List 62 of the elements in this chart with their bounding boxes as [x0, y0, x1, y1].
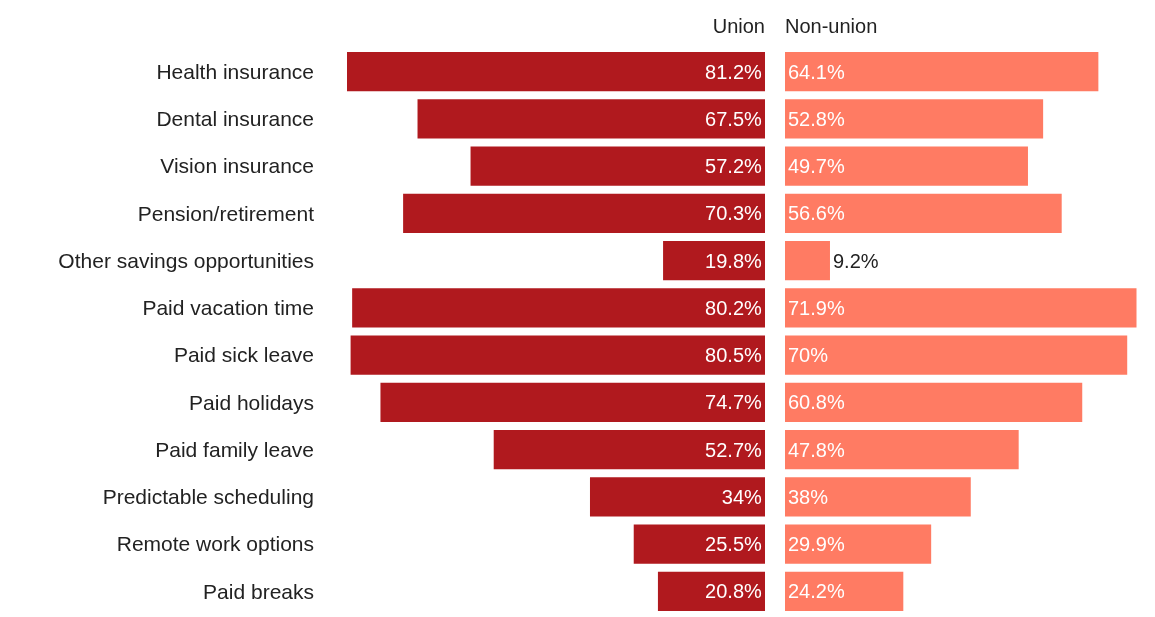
- chart-title: Union: [712, 14, 765, 37]
- bar: [663, 241, 765, 281]
- bar: [785, 288, 1137, 328]
- bar: [633, 524, 765, 564]
- bar: [403, 193, 765, 233]
- bar: [589, 477, 765, 517]
- bar: [785, 430, 1019, 470]
- bar: [352, 288, 765, 328]
- data-label: 20.8%: [705, 580, 762, 603]
- data-label: 9.2%: [832, 249, 879, 272]
- y-tick-label: Paid vacation time: [142, 296, 314, 320]
- data-label: 56.6%: [788, 202, 845, 225]
- y-tick-label: Predictable scheduling: [102, 485, 314, 509]
- data-label: 29.9%: [788, 533, 845, 556]
- bar: [347, 52, 765, 92]
- data-label: 52.8%: [788, 107, 845, 130]
- bar: [785, 193, 1062, 233]
- bar: [785, 241, 830, 281]
- data-label: 19.8%: [705, 249, 762, 272]
- data-label: 52.7%: [705, 438, 762, 461]
- chart-title: Non-union: [785, 14, 878, 37]
- bar: [493, 430, 765, 470]
- y-tick-label: Pension/retirement: [137, 201, 315, 225]
- data-label: 24.2%: [788, 580, 845, 603]
- data-label: 49.7%: [788, 155, 845, 178]
- bar: [785, 382, 1083, 422]
- data-label: 47.8%: [788, 438, 845, 461]
- bar: [380, 382, 765, 422]
- data-label: 80.5%: [705, 344, 762, 367]
- data-label: 67.5%: [705, 107, 762, 130]
- bar: [657, 571, 765, 611]
- y-tick-label: Health insurance: [156, 59, 314, 83]
- bar: [350, 335, 765, 375]
- bar: [785, 335, 1128, 375]
- y-tick-label: Dental insurance: [156, 107, 314, 131]
- data-label: 57.2%: [705, 155, 762, 178]
- bar: [470, 146, 765, 186]
- bar: [417, 99, 765, 139]
- data-label: 38%: [788, 485, 829, 508]
- y-tick-label: Paid holidays: [189, 390, 314, 414]
- y-tick-label: Paid breaks: [203, 579, 314, 603]
- bar: [785, 524, 932, 564]
- y-tick-label: Other savings opportunities: [58, 248, 314, 272]
- y-tick-label: Remote work options: [116, 532, 314, 556]
- bar: [785, 477, 971, 517]
- bar: [785, 571, 904, 611]
- y-tick-label: Paid sick leave: [173, 343, 314, 367]
- data-label: 70%: [788, 344, 829, 367]
- data-label: 70.3%: [705, 202, 762, 225]
- data-label: 60.8%: [788, 391, 845, 414]
- bar: [785, 146, 1028, 186]
- bar: [785, 99, 1044, 139]
- data-label: 71.9%: [788, 296, 845, 319]
- bar: [785, 52, 1099, 92]
- y-tick-label: Paid family leave: [155, 437, 314, 461]
- data-label: 80.2%: [705, 296, 762, 319]
- data-label: 64.1%: [788, 60, 845, 83]
- data-label: 25.5%: [705, 533, 762, 556]
- data-label: 34%: [721, 485, 762, 508]
- y-tick-label: Vision insurance: [160, 154, 314, 178]
- data-label: 74.7%: [705, 391, 762, 414]
- data-label: 81.2%: [705, 60, 762, 83]
